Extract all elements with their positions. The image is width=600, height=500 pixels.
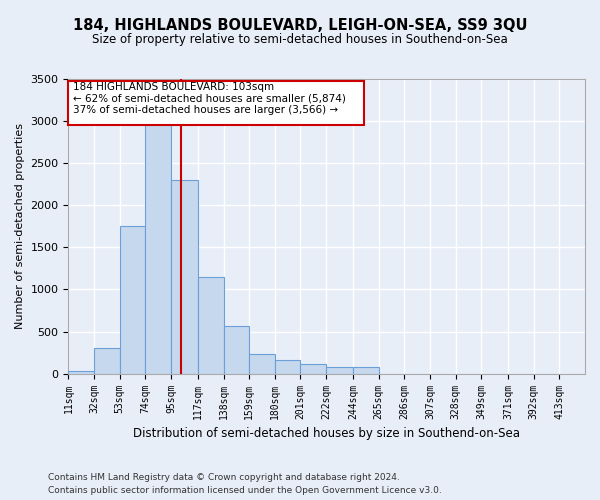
Text: Size of property relative to semi-detached houses in Southend-on-Sea: Size of property relative to semi-detach… [92, 32, 508, 46]
Bar [94, 348, 119, 374]
Bar [353, 368, 379, 374]
Bar [275, 360, 301, 374]
Text: 184 HIGHLANDS BOULEVARD: 103sqm: 184 HIGHLANDS BOULEVARD: 103sqm [73, 82, 274, 92]
Bar [119, 226, 145, 374]
Bar [198, 277, 224, 374]
Bar [301, 364, 326, 374]
Text: 184, HIGHLANDS BOULEVARD, LEIGH-ON-SEA, SS9 3QU: 184, HIGHLANDS BOULEVARD, LEIGH-ON-SEA, … [73, 18, 527, 32]
X-axis label: Distribution of semi-detached houses by size in Southend-on-Sea: Distribution of semi-detached houses by … [133, 427, 520, 440]
Y-axis label: Number of semi-detached properties: Number of semi-detached properties [15, 124, 25, 330]
Bar [224, 326, 249, 374]
Text: ← 62% of semi-detached houses are smaller (5,874): ← 62% of semi-detached houses are smalle… [73, 94, 346, 104]
Bar [171, 180, 198, 374]
Bar [145, 116, 171, 374]
Bar [68, 372, 94, 374]
Bar [68, 80, 364, 126]
Text: Contains public sector information licensed under the Open Government Licence v3: Contains public sector information licen… [48, 486, 442, 495]
Text: Contains HM Land Registry data © Crown copyright and database right 2024.: Contains HM Land Registry data © Crown c… [48, 472, 400, 482]
Text: 37% of semi-detached houses are larger (3,566) →: 37% of semi-detached houses are larger (… [73, 105, 338, 115]
Bar [326, 366, 353, 374]
Bar [249, 354, 275, 374]
